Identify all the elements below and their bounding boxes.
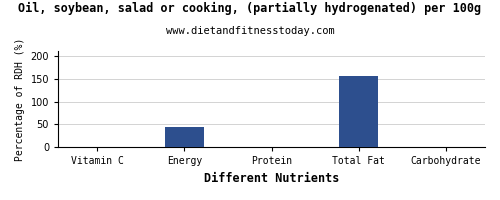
Y-axis label: Percentage of RDH (%): Percentage of RDH (%) [15, 38, 25, 161]
Text: www.dietandfitnesstoday.com: www.dietandfitnesstoday.com [166, 26, 334, 36]
X-axis label: Different Nutrients: Different Nutrients [204, 172, 339, 185]
Text: Oil, soybean, salad or cooking, (partially hydrogenated) per 100g: Oil, soybean, salad or cooking, (partial… [18, 2, 481, 15]
Bar [164, 127, 204, 147]
Bar [339, 76, 378, 147]
